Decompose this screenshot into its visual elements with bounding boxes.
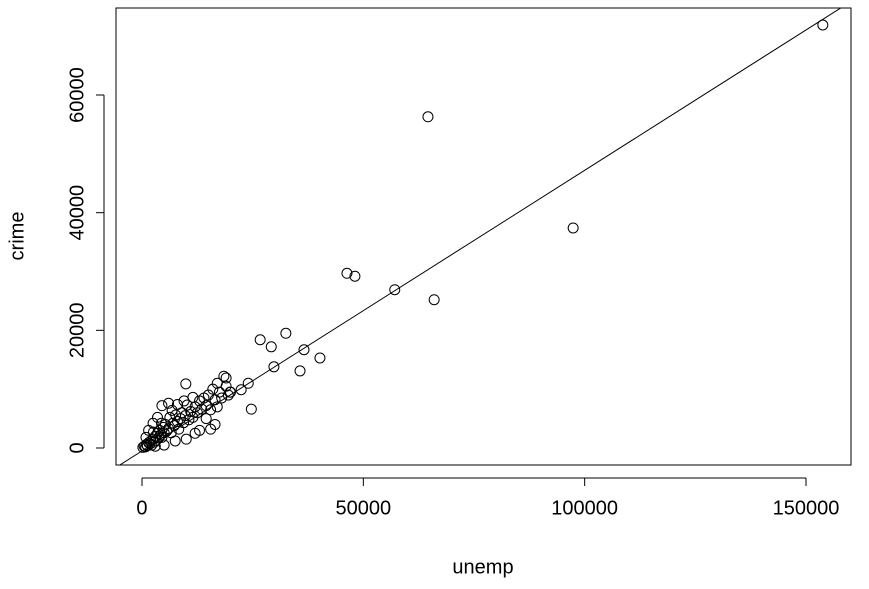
x-axis-label: unemp <box>452 556 513 578</box>
fit-line <box>118 8 842 465</box>
point <box>235 384 247 396</box>
point <box>298 344 310 356</box>
point <box>140 431 152 443</box>
point <box>169 435 181 447</box>
point <box>143 424 155 436</box>
point <box>156 400 168 412</box>
point <box>341 267 353 279</box>
point <box>242 377 254 389</box>
point <box>200 413 212 425</box>
point <box>349 270 361 282</box>
y-tick-label: 0 <box>66 442 88 453</box>
point <box>428 294 440 306</box>
point <box>166 404 178 416</box>
point <box>254 334 266 346</box>
point <box>268 361 280 373</box>
point <box>294 365 306 377</box>
plot-area <box>118 8 842 465</box>
point <box>265 341 277 353</box>
point <box>222 389 234 401</box>
x-tick-label: 50000 <box>336 497 392 519</box>
point <box>155 417 167 429</box>
x-tick-label: 100000 <box>551 497 618 519</box>
point <box>151 411 163 423</box>
y-tick-label: 40000 <box>66 185 88 241</box>
point <box>171 416 183 428</box>
point <box>205 404 217 416</box>
point <box>209 394 221 406</box>
point <box>817 19 829 31</box>
point <box>148 426 160 438</box>
plot-frame <box>115 7 852 466</box>
point <box>163 397 175 409</box>
point <box>209 418 221 430</box>
y-tick-label: 60000 <box>66 67 88 123</box>
point <box>178 395 190 407</box>
point <box>220 372 232 384</box>
point <box>189 427 201 439</box>
x-tick-label: 0 <box>136 497 147 519</box>
point <box>422 111 434 123</box>
point <box>245 403 257 415</box>
point <box>216 392 228 404</box>
y-tick-label: 20000 <box>66 303 88 359</box>
point <box>155 429 167 441</box>
point <box>158 439 170 451</box>
point <box>178 417 190 429</box>
point <box>389 284 401 296</box>
point <box>180 433 192 445</box>
y-axis-label: crime <box>6 212 28 261</box>
point <box>314 352 326 364</box>
point <box>180 378 192 390</box>
point <box>280 327 292 339</box>
x-tick-label: 150000 <box>773 497 840 519</box>
point <box>567 222 579 234</box>
point <box>218 370 230 382</box>
